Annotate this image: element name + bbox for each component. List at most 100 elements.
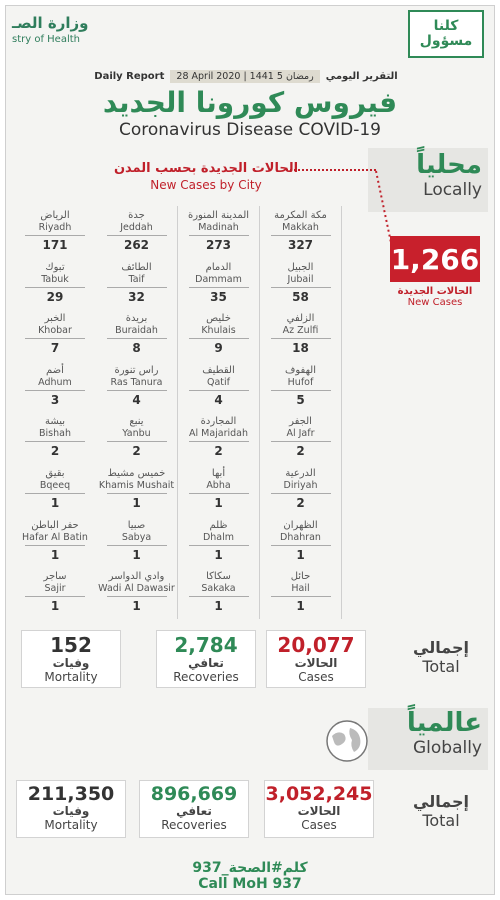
city-name-ar: راس تنورة — [114, 364, 159, 376]
city-new-cases: 1 — [296, 599, 305, 614]
city-cell: ظلم Dhalm 1 — [178, 515, 260, 568]
city-name-en: Dhahran — [280, 531, 321, 543]
city-name-en: Hufof — [287, 376, 314, 388]
city-cell: حائل Hail 1 — [260, 567, 342, 619]
city-name-en: Al Jafr — [286, 428, 315, 440]
city-new-cases: 2 — [214, 444, 223, 459]
city-divider — [106, 596, 167, 598]
city-name-en: Jeddah — [120, 222, 153, 233]
new-cases-label: الحالات الجديدة New Cases — [390, 286, 480, 308]
local-mortality-value: 152 — [50, 633, 92, 657]
city-cell: الجبيل Jubail 58 — [260, 257, 342, 310]
city-name-ar: أبها — [211, 467, 226, 479]
city-divider — [25, 596, 85, 598]
city-new-cases: 32 — [128, 289, 145, 304]
local-cases-box: 20,077 الحالات Cases — [266, 630, 366, 688]
city-name-ar: بقيق — [45, 467, 65, 479]
city-divider — [188, 338, 249, 340]
city-cell: بقيق Bqeeq 1 — [14, 464, 96, 516]
city-cell: الرياض Riyadh 171 — [14, 206, 96, 258]
global-mortality-ar: وفيات — [52, 804, 90, 818]
city-name-en: Khobar — [38, 325, 72, 337]
city-name-en: Riyadh — [38, 222, 72, 233]
new-cases-badge: 1,266 — [390, 236, 480, 282]
city-name-en: Dammam — [195, 273, 242, 285]
city-cell: الزلفي Az Zulfi 18 — [260, 309, 342, 361]
global-cases-en: Cases — [301, 818, 337, 832]
city-new-cases: 1 — [214, 547, 223, 562]
city-name-ar: ينبع — [129, 416, 144, 428]
city-divider — [25, 544, 85, 546]
footer-hotline: كلم#الصحة_937 Call MoH 937 — [6, 860, 494, 892]
locally-label-en: Locally — [423, 180, 482, 200]
city-name-ar: صبيا — [127, 519, 146, 531]
city-new-cases: 1 — [50, 495, 60, 510]
city-new-cases: 327 — [287, 238, 314, 252]
city-name-ar: جدة — [128, 210, 145, 221]
local-mortality-en: Mortality — [44, 670, 98, 684]
city-divider — [106, 441, 167, 443]
city-name-en: Makkah — [282, 222, 319, 233]
city-name-en: Taif — [128, 273, 145, 285]
city-divider — [270, 492, 331, 494]
global-total-label: إجمالي Total — [406, 792, 476, 830]
city-new-cases: 262 — [123, 238, 150, 252]
moh-logo-en: stry of Health — [12, 34, 80, 45]
locally-panel: محلياً Locally — [368, 148, 488, 212]
city-divider — [188, 286, 249, 288]
global-recoveries-box: 896,669 تعافي Recoveries — [139, 780, 249, 838]
city-new-cases: 9 — [214, 341, 223, 356]
city-name-ar: مكة المكرمة — [274, 210, 327, 221]
city-cell: ساجر Sajir 1 — [14, 567, 96, 619]
city-cell: راس تنورة Ras Tanura 4 — [96, 360, 178, 413]
city-new-cases: 171 — [42, 238, 68, 252]
city-new-cases: 8 — [132, 341, 141, 356]
city-new-cases: 1 — [214, 599, 223, 614]
city-divider — [106, 389, 167, 391]
city-name-ar: الطائف — [121, 261, 152, 273]
city-new-cases: 35 — [210, 289, 227, 304]
city-new-cases: 1 — [50, 599, 60, 614]
city-name-en: Qatif — [206, 376, 230, 388]
city-divider — [270, 544, 331, 546]
city-name-en: Wadi Al Dawasir — [98, 583, 175, 595]
city-divider — [106, 235, 167, 236]
city-divider — [188, 544, 249, 546]
city-new-cases: 5 — [296, 392, 305, 407]
city-name-ar: بيشة — [44, 416, 66, 428]
kulluna-line1: كلنا — [433, 18, 459, 34]
city-name-en: Sakaka — [201, 583, 236, 595]
city-name-ar: المدينة المنورة — [187, 210, 250, 221]
locally-label-ar: محلياً — [416, 150, 482, 180]
city-divider — [270, 286, 331, 288]
city-cell: الهفوف Hufof 5 — [260, 360, 342, 413]
globally-label-ar: عالمياً — [406, 708, 482, 738]
kulluna-masool-logo: كلنا مسؤول — [408, 10, 484, 58]
city-cell: خليص Khulais 9 — [178, 309, 260, 361]
city-cell: الجفر Al Jafr 2 — [260, 412, 342, 464]
city-new-cases: 3 — [50, 392, 60, 407]
local-recoveries-box: 2,784 تعافي Recoveries — [156, 630, 256, 688]
city-name-en: Hail — [291, 583, 310, 595]
city-name-en: Bqeeq — [39, 479, 71, 491]
page-title-en: Coronavirus Disease COVID-19 — [118, 120, 381, 140]
city-new-cases: 1 — [296, 547, 305, 562]
global-recoveries-value: 896,669 — [150, 783, 238, 805]
city-new-cases: 58 — [292, 289, 309, 304]
city-name-ar: وادي الدواسر — [108, 571, 165, 583]
city-name-ar: تبوك — [45, 261, 65, 273]
local-recoveries-value: 2,784 — [174, 633, 238, 657]
city-name-en: Khamis Mushait — [98, 479, 175, 491]
city-name-ar: المجاردة — [200, 416, 237, 428]
daily-report-en: Daily Report — [94, 70, 165, 82]
city-new-cases: 18 — [292, 341, 309, 356]
city-divider — [25, 389, 85, 391]
city-cell: بريدة Buraidah 8 — [96, 309, 178, 361]
globe-icon — [326, 720, 368, 762]
city-name-en: Jubail — [287, 273, 314, 285]
new-cases-label-ar: الحالات الجديدة — [397, 286, 473, 297]
city-name-ar: الرياض — [40, 210, 70, 221]
local-total-label: إجمالي Total — [406, 638, 476, 676]
city-divider — [25, 441, 85, 443]
local-mortality-ar: وفيات — [52, 656, 90, 670]
